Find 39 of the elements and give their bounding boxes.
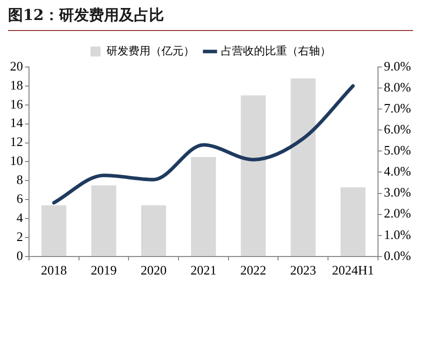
line-series (52, 84, 355, 204)
y2-tick-label: 3.0% (384, 184, 412, 200)
y2-tick-label: 8.0% (384, 79, 412, 94)
y2-tick-label: 7.0% (384, 100, 412, 116)
y-tick-label: 10 (10, 153, 23, 168)
x-tick-label: 2018 (40, 262, 67, 278)
x-tick-label: 2021 (190, 262, 216, 278)
y-tick-label: 14 (10, 115, 24, 130)
y-tick-label: 6 (16, 191, 24, 206)
y-tick-label: 12 (10, 134, 23, 150)
x-tick-label: 2024H1 (332, 262, 374, 278)
y-tick-label: 2 (16, 228, 23, 244)
bar (290, 78, 316, 256)
y2-tick-label: 0.0% (384, 248, 412, 263)
y2-tick-label: 4.0% (384, 164, 412, 179)
y-tick-label: 16 (10, 96, 24, 112)
x-tick-label: 2022 (240, 262, 266, 278)
y-tick-label: 18 (10, 77, 23, 92)
x-tick-label: 2023 (290, 262, 316, 278)
y2-tick-label: 2.0% (384, 206, 412, 221)
y2-tick-label: 6.0% (384, 122, 412, 137)
y-tick-label: 20 (10, 58, 23, 74)
y2-tick-label: 9.0% (384, 58, 412, 74)
legend-label: 占营收的比重（右轴） (221, 44, 331, 58)
bar (91, 185, 116, 256)
bar (41, 205, 66, 256)
bar (141, 205, 166, 256)
bar (240, 95, 266, 256)
y2-tick-label: 5.0% (384, 142, 412, 158)
legend-label: 研发费用（亿元） (106, 44, 194, 58)
x-tick-label: 2019 (90, 262, 117, 278)
y2-tick-label: 1.0% (384, 226, 412, 242)
bar (340, 187, 366, 256)
x-tick-label: 2020 (140, 262, 167, 278)
y-tick-label: 4 (16, 210, 24, 225)
bar (191, 156, 216, 256)
chart-title: 图12：研发费用及占比 (8, 6, 164, 25)
y-tick-label: 8 (16, 172, 23, 188)
y-tick-label: 0 (16, 248, 23, 263)
